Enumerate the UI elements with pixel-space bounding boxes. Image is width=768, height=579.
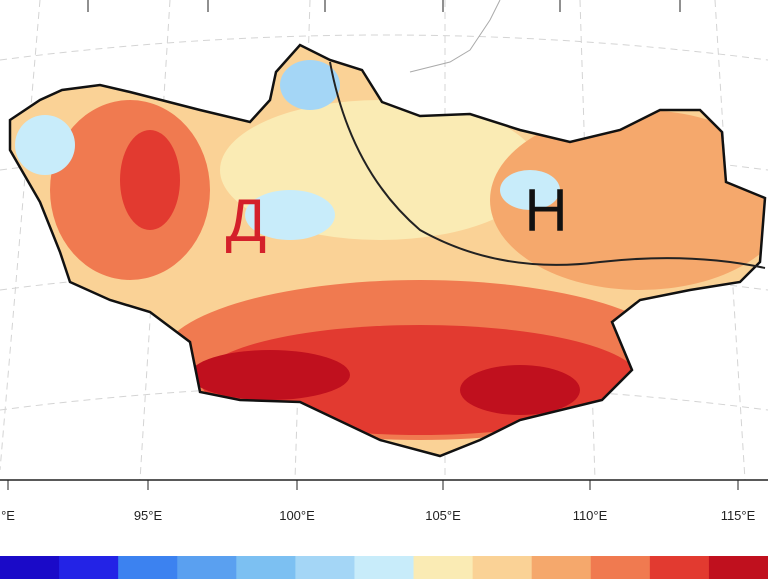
colorbar-swatch: [708, 556, 768, 579]
colorbar-swatch: [177, 556, 237, 579]
border: [8, 43, 767, 458]
axis-ticks: °E 95°E 100°E 105°E 110°E 115°E: [1, 0, 756, 523]
coastline: [409, 0, 501, 73]
longitude-label: 115°E: [721, 508, 756, 523]
divide-line: [329, 61, 766, 269]
colorbar-swatch: [236, 556, 296, 579]
colorbar-swatch: [649, 556, 710, 579]
colorbar: [0, 556, 768, 579]
colorbar-swatch: [59, 556, 119, 579]
colorbar-swatch: [531, 556, 592, 579]
colorbar-swatch: [354, 556, 415, 579]
region-label: Д: [226, 187, 267, 254]
longitude-label: 95°E: [134, 508, 163, 523]
longitude-label: 100°E: [279, 508, 315, 523]
colorbar-swatch: [295, 556, 355, 579]
temperature-field: [10, 45, 765, 456]
colorbar-swatch: [118, 556, 178, 579]
longitude-label: 110°E: [573, 508, 608, 523]
colorbar-swatch: [0, 556, 60, 579]
longitude-label: 105°E: [425, 508, 461, 523]
colorbar-swatch: [590, 556, 651, 579]
region-label: Н: [524, 177, 567, 244]
longitude-label: °E: [1, 508, 15, 523]
colorbar-swatch: [472, 556, 533, 579]
colorbar-swatch: [413, 556, 474, 579]
